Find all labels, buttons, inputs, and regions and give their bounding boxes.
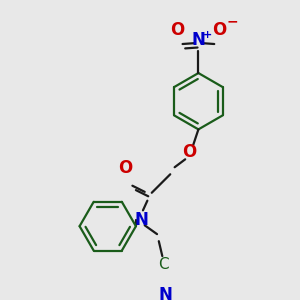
Text: O: O: [170, 21, 184, 39]
Text: N: N: [191, 31, 205, 49]
Text: C: C: [158, 256, 169, 272]
Text: O: O: [118, 159, 133, 177]
Text: O: O: [212, 21, 227, 39]
Text: −: −: [226, 14, 238, 28]
Text: +: +: [202, 30, 212, 40]
Text: O: O: [182, 143, 197, 161]
Text: N: N: [134, 211, 148, 229]
Text: N: N: [158, 286, 172, 300]
